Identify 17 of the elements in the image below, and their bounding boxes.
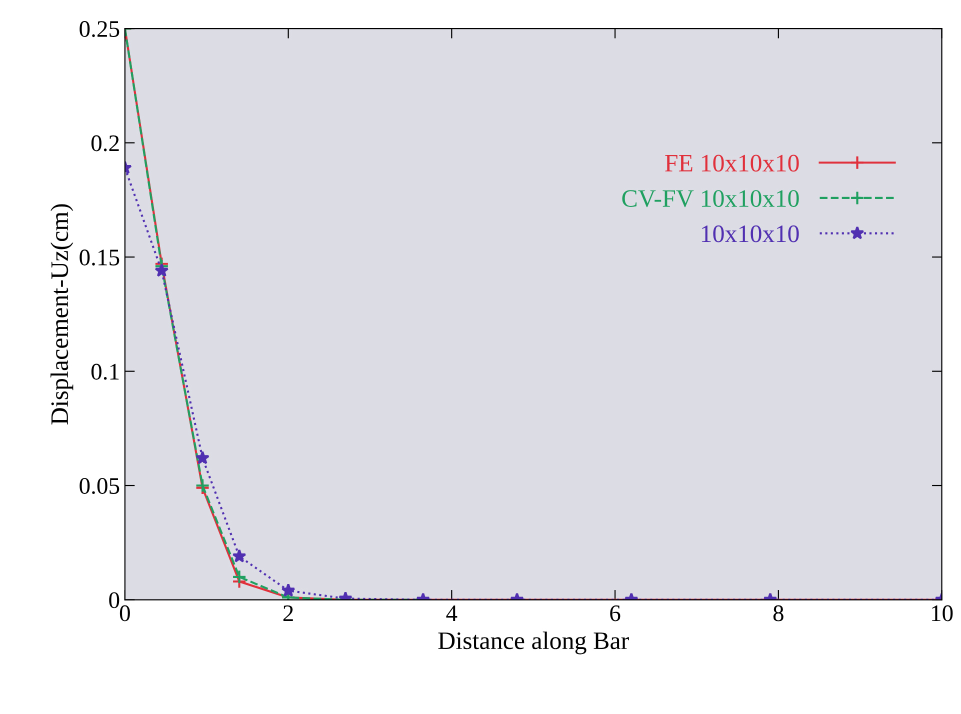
x-tick-label: 0 — [120, 605, 130, 622]
y-tick-label: 0.05 — [80, 478, 120, 494]
x-tick-label: 10 — [932, 605, 953, 622]
x-axis-title: Distance along Bar — [438, 632, 629, 654]
x-tick-label: 8 — [773, 605, 784, 622]
legend-label: 10x10x10 — [702, 225, 799, 242]
y-tick-label: 0.1 — [91, 364, 119, 380]
x-tick-label: 2 — [283, 605, 293, 622]
y-tick-label: 0.15 — [80, 250, 120, 266]
y-axis-title: Displacement-Uz(cm) — [50, 204, 74, 425]
y-tick-label: 0.2 — [91, 135, 119, 152]
y-tick-label: 0.25 — [80, 21, 120, 38]
y-tick-label: 0 — [109, 592, 120, 608]
legend-label: CV-FV 10x10x10 — [622, 190, 799, 208]
x-tick-label: 4 — [446, 605, 458, 622]
x-tick-label: 6 — [610, 605, 620, 622]
legend-label: FE 10x10x10 — [665, 154, 799, 172]
